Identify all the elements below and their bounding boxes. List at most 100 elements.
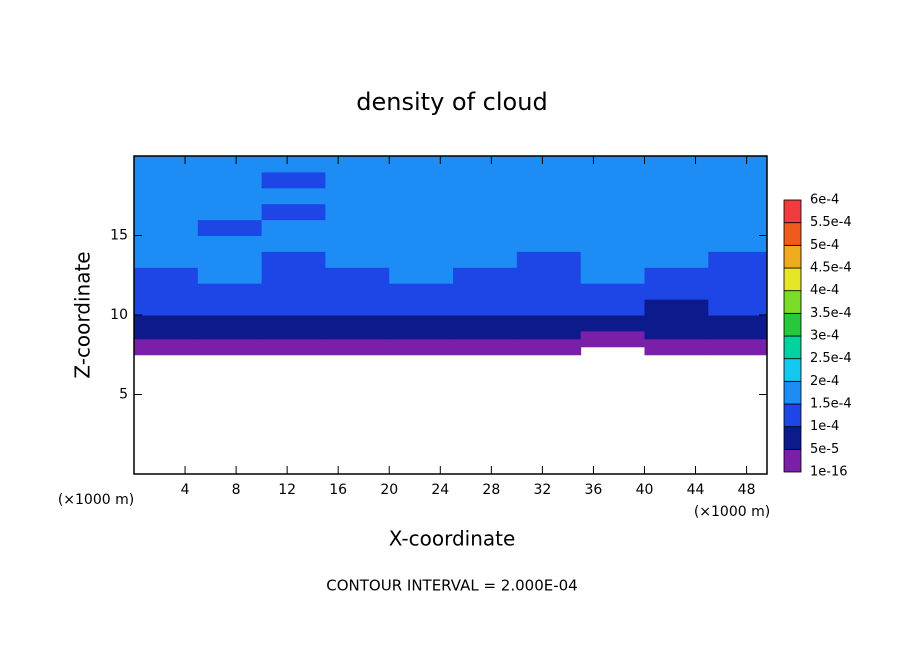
cell	[389, 338, 454, 348]
legend-label: 6e-4	[810, 193, 839, 208]
cell	[644, 315, 709, 332]
cell	[389, 219, 454, 236]
cell	[453, 171, 518, 189]
x-tick-label: 44	[687, 482, 705, 498]
cell	[261, 315, 326, 332]
legend-label: 5.5e-4	[810, 215, 852, 230]
x-tick-label: 32	[533, 482, 551, 498]
legend-swatch	[783, 290, 802, 314]
cell	[708, 203, 768, 221]
cell	[134, 219, 199, 236]
x-tick-label: 8	[232, 482, 241, 498]
cell	[134, 156, 199, 173]
cell	[580, 219, 645, 236]
legend-swatch	[783, 335, 802, 360]
cell	[197, 171, 263, 189]
cell	[134, 299, 199, 316]
cell	[580, 203, 645, 221]
cell	[580, 283, 645, 300]
cell	[261, 338, 326, 348]
cell	[197, 203, 263, 221]
cell	[644, 171, 709, 189]
cell	[453, 251, 518, 268]
legend-swatch	[783, 222, 802, 246]
legend-swatch	[783, 448, 802, 473]
cell	[516, 171, 582, 189]
cell	[453, 338, 518, 348]
x-axis-label: X-coordinate	[389, 527, 516, 551]
cell	[708, 315, 768, 332]
legend-label: 5e-4	[810, 238, 839, 253]
cell	[325, 235, 390, 252]
cell	[389, 187, 454, 205]
cell	[325, 251, 390, 268]
x-tick-label: 12	[278, 482, 296, 498]
cell	[580, 187, 645, 205]
cell	[708, 187, 768, 205]
cell	[708, 171, 768, 189]
cell	[453, 203, 518, 221]
cell	[644, 299, 709, 316]
cell	[389, 346, 454, 356]
legend-label: 4e-4	[810, 283, 839, 298]
legend-swatch	[783, 403, 802, 428]
cell	[708, 283, 768, 300]
cell	[516, 156, 582, 173]
cell	[516, 299, 582, 316]
cell	[453, 267, 518, 284]
cell	[708, 299, 768, 316]
cell	[134, 267, 199, 284]
cell	[134, 235, 199, 252]
cell	[516, 187, 582, 205]
cell	[580, 171, 645, 189]
cell	[134, 203, 199, 221]
cell	[389, 251, 454, 268]
cell	[516, 251, 582, 268]
cell	[134, 330, 199, 340]
legend-swatch	[783, 267, 802, 292]
cell	[197, 330, 263, 340]
cell	[261, 235, 326, 252]
cell	[197, 299, 263, 316]
cell	[325, 187, 390, 205]
cell	[580, 251, 645, 268]
cell	[197, 283, 263, 300]
cell	[580, 315, 645, 332]
cell	[453, 219, 518, 236]
cell	[708, 251, 768, 268]
legend-label: 4.5e-4	[810, 261, 852, 276]
cell	[580, 235, 645, 252]
legend-label: 5e-5	[810, 442, 839, 457]
cell	[453, 187, 518, 205]
x-tick-label: 16	[329, 482, 347, 498]
legend-label: 2.5e-4	[810, 351, 852, 366]
cell	[708, 235, 768, 252]
cell	[644, 346, 709, 356]
cell	[134, 171, 199, 189]
cell	[644, 330, 709, 340]
cell	[389, 315, 454, 332]
cell	[453, 156, 518, 173]
cell	[197, 251, 263, 268]
cell	[580, 299, 645, 316]
x-tick-label: 4	[181, 482, 190, 498]
cell	[197, 315, 263, 332]
x-unit: (×1000 m)	[694, 504, 770, 520]
cell	[325, 315, 390, 332]
cell	[261, 187, 326, 205]
x-tick-label: 28	[482, 482, 500, 498]
cell	[261, 346, 326, 356]
cell	[325, 299, 390, 316]
legend-swatch	[783, 312, 802, 337]
cell	[389, 299, 454, 316]
legend-label: 2e-4	[810, 374, 839, 389]
cell	[197, 219, 263, 236]
x-tick-label: 20	[380, 482, 398, 498]
cell	[261, 251, 326, 268]
annotation: CONTOUR INTERVAL = 2.000E-04	[326, 577, 577, 595]
legend-swatch	[783, 199, 802, 224]
cell	[197, 346, 263, 356]
cell	[516, 267, 582, 284]
cell	[261, 171, 326, 189]
